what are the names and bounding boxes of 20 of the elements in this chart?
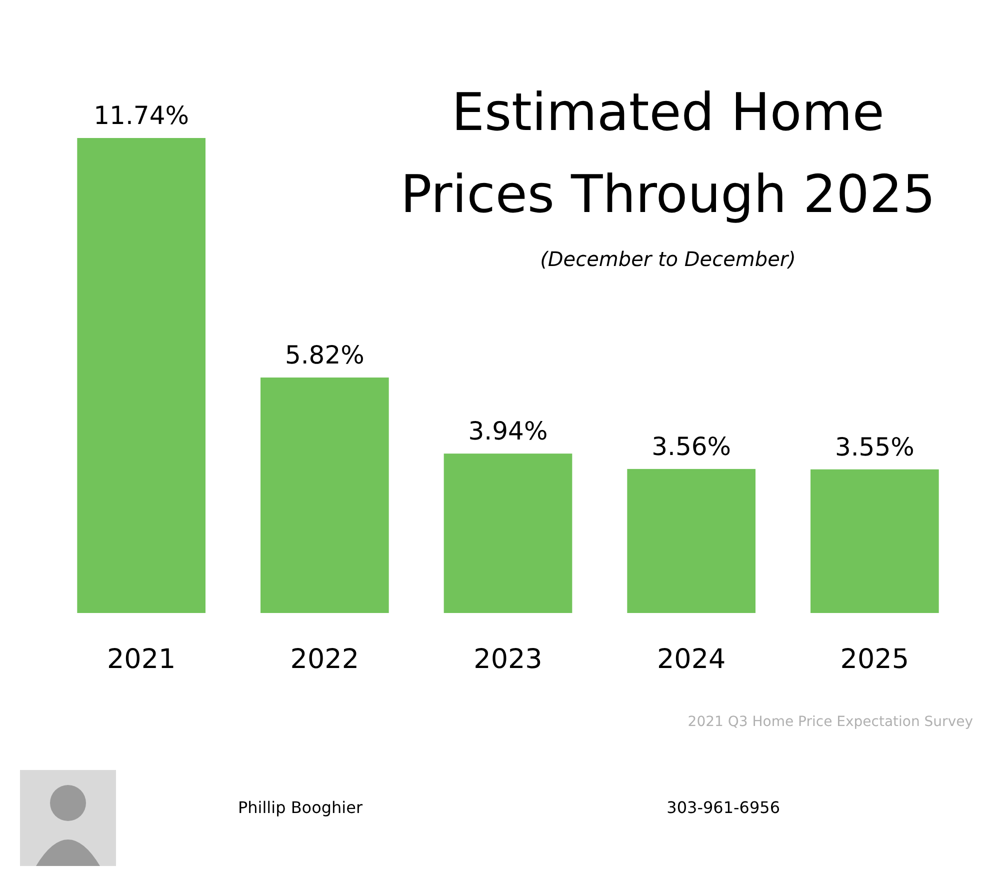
- data-label: 11.74%: [94, 101, 189, 130]
- bar: [260, 378, 389, 613]
- x-tick-label: 2025: [840, 644, 910, 675]
- bar: [77, 138, 206, 613]
- data-label: 3.94%: [468, 416, 548, 446]
- bar: [627, 468, 756, 613]
- x-tick-label: 2023: [474, 644, 542, 675]
- text: (December to December): [540, 247, 796, 271]
- x-tick-label: 2024: [656, 644, 726, 675]
- bar: [810, 469, 939, 613]
- text: 303-961-6956: [666, 798, 780, 817]
- bar: [444, 454, 572, 613]
- text: 2021 Q3 Home Price Expectation Survey: [688, 714, 973, 730]
- chart-title: Estimated Home Prices Through 2025: [400, 83, 936, 225]
- x-tick-label: 2021: [106, 644, 176, 675]
- data-label: 3.55%: [834, 432, 914, 462]
- x-tick-label: 2022: [290, 644, 360, 675]
- text: Phillip Booghier: [238, 798, 363, 817]
- data-label: 5.82%: [284, 340, 364, 370]
- data-label: 3.56%: [652, 432, 732, 461]
